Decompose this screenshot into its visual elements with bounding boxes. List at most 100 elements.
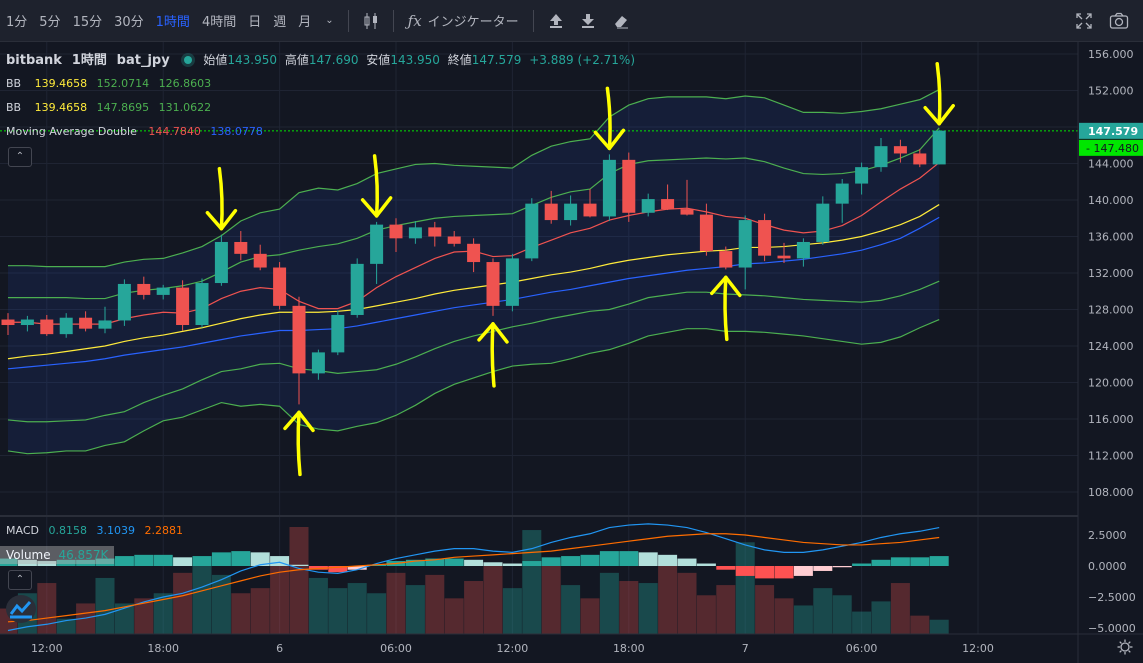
volume-bar (464, 581, 484, 634)
legend-collapse-button[interactable]: ⌃ (8, 147, 32, 167)
macd-hist-bar (522, 561, 542, 566)
download-button[interactable] (572, 13, 604, 29)
ma-name: Moving Average Double (6, 125, 137, 138)
timeframe-4[interactable]: 1時間 (155, 15, 190, 30)
macd-signal-value: 2.2881 (144, 524, 183, 537)
volume-bar (638, 583, 658, 634)
macd-legend[interactable]: MACD 0.8158 3.1039 2.2881 (6, 524, 183, 537)
arrow-head (205, 208, 238, 231)
candle-body (719, 251, 733, 268)
price-axis-label: 132.000 (1088, 267, 1134, 280)
volume-bar (76, 603, 96, 634)
macd-hist-bar (95, 558, 115, 566)
macd-name: MACD (6, 524, 39, 537)
timeframe-5[interactable]: 4時間 (201, 15, 237, 30)
timeframe-7[interactable]: 週 (273, 15, 287, 30)
candle-body (214, 241, 228, 284)
time-axis-label: 06:00 (846, 642, 878, 655)
candle-body (1, 319, 15, 326)
bb2-legend[interactable]: BB 139.4658 147.8695 131.0622 (6, 101, 211, 114)
low-value: 143.950 (390, 53, 440, 67)
price-axis-label: 140.000 (1088, 194, 1134, 207)
macd-hist-bar (134, 554, 154, 566)
volume-legend[interactable]: Volume 46.857K (0, 546, 115, 564)
candle-body (176, 287, 190, 326)
macd-axis-label: −5.0000 (1088, 622, 1136, 635)
timeframe-1[interactable]: 5分 (39, 15, 61, 30)
bb1-legend[interactable]: BB 139.4658 152.0714 126.8603 (6, 77, 211, 90)
volume-bar (56, 618, 76, 634)
macd-axis-label: 2.5000 (1088, 529, 1127, 542)
arrow-head (477, 322, 509, 344)
volume-bar (173, 572, 193, 634)
high-value: 147.690 (308, 53, 359, 67)
macd-hist-bar (173, 557, 193, 566)
candle-body (699, 214, 713, 252)
candle-body (680, 209, 694, 215)
candle-body (20, 319, 34, 326)
candle-body (544, 203, 558, 221)
timeframe-6[interactable]: 日 (248, 15, 262, 30)
candle-body (486, 262, 500, 306)
candle-body (117, 283, 131, 321)
candle-body (234, 241, 248, 254)
fullscreen-button[interactable] (1067, 12, 1101, 30)
timeframe-3[interactable]: 30分 (114, 15, 144, 30)
timeframe-2[interactable]: 15分 (72, 15, 103, 30)
ma-legend[interactable]: Moving Average Double 144.7840 138.0778 (6, 125, 263, 138)
screenshot-button[interactable] (1101, 12, 1137, 30)
volume-bar (347, 583, 367, 634)
arrow-shaft (935, 61, 942, 126)
down-arrow-annotation (593, 86, 626, 151)
macd-hist-bar (755, 566, 775, 579)
arrow-shaft (490, 322, 496, 388)
top-toolbar: 1分 5分 15分 30分 1時間 4時間日週月 ⌄ ƒx インジケーター (0, 0, 1143, 42)
candle-body (661, 199, 675, 210)
macd-hist-bar (405, 559, 425, 566)
volume-bar (619, 581, 639, 634)
toolbar-divider (532, 9, 534, 32)
macd-hist-bar (541, 557, 561, 566)
macd-hist-bar (658, 554, 678, 566)
arrow-shaft (372, 154, 380, 218)
macd-hist-bar (0, 558, 18, 566)
volume-bar (541, 562, 561, 634)
candle-body (195, 283, 209, 326)
price-chart[interactable]: 156.000152.000148.000144.000140.000136.0… (0, 42, 1143, 663)
indicators-button[interactable]: ƒx インジケーター (400, 11, 527, 31)
price-axis-label: 156.000 (1088, 48, 1134, 61)
candle-body (79, 317, 93, 329)
timeframe-8[interactable]: 月 (298, 15, 312, 30)
candle-body (758, 220, 772, 256)
volume-bar (328, 588, 348, 634)
gear-icon-tooth (1128, 641, 1131, 644)
price-axis-label: 112.000 (1088, 450, 1134, 463)
tradingview-logo[interactable] (6, 595, 36, 623)
volume-bar (386, 572, 406, 634)
candle-body (98, 320, 112, 329)
volume-bar (658, 560, 678, 634)
macd-axis-label: 0.0000 (1088, 560, 1127, 573)
candle-body (738, 220, 752, 268)
candle-body (564, 203, 578, 221)
timeframe-dropdown[interactable]: ⌄ (317, 15, 341, 26)
bb2-upper: 147.8695 (96, 101, 150, 114)
open-label: 始値 (203, 53, 228, 67)
macd-hist-bar (793, 566, 813, 576)
eraser-button[interactable] (604, 13, 638, 29)
bb2-lower-line (7, 280, 940, 423)
macd-pane (0, 523, 949, 634)
timeframe-0[interactable]: 1分 (6, 15, 28, 30)
candle-body (292, 305, 306, 374)
candle-body (311, 352, 325, 374)
candle-body (137, 283, 151, 295)
gear-icon[interactable] (1117, 639, 1133, 655)
volume-bar (580, 598, 600, 634)
candle-body (467, 243, 481, 263)
chevron-down-icon: ⌄ (325, 15, 334, 26)
macd-hist-bar (270, 556, 290, 566)
macd-collapse-button[interactable]: ⌃ (8, 570, 32, 590)
upload-button[interactable] (540, 13, 572, 29)
chart-type-button[interactable] (355, 12, 387, 30)
download-icon (581, 13, 594, 28)
